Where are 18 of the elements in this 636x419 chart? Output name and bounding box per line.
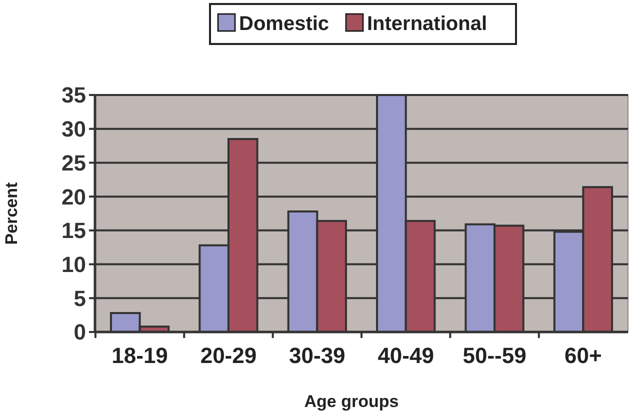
x-tick-label: 30-39 [289,343,346,368]
y-tick-label: 0 [74,320,86,345]
legend-label: Domestic [239,13,330,35]
x-tick-label: 60+ [564,343,602,368]
y-tick-label: 25 [62,150,86,176]
y-tick-label: 15 [62,218,86,244]
y-tick-label: 35 [62,82,86,108]
y-tick-label: 5 [74,286,86,311]
y-tick-label: 30 [62,116,86,142]
x-tick-label: 18-19 [112,343,168,368]
y-tick-label: 10 [62,252,86,277]
legend-label: International [367,13,488,35]
x-axis-title: Age groups [304,392,399,411]
x-tick-label: 50--59 [462,343,526,368]
y-axis-title: Percent [2,182,21,245]
y-tick-label: 20 [62,184,86,210]
x-tick-label: 40-49 [378,343,434,368]
x-tick-label: 20-29 [200,343,257,368]
